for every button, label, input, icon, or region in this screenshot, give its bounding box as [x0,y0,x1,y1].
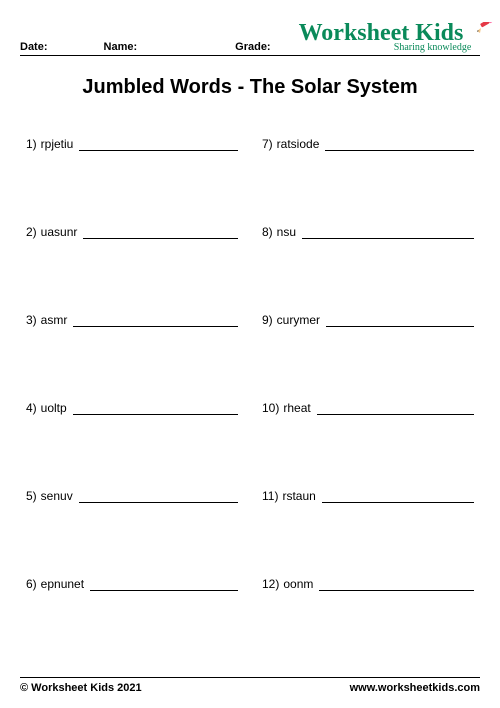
jumbled-word: rpjetiu [41,137,74,151]
jumbled-word: ratsiode [277,137,320,151]
item-number: 5) [26,489,37,503]
name-field: Name: [104,40,228,53]
copyright: © Worksheet Kids 2021 [20,682,142,694]
answer-line[interactable] [326,315,474,327]
list-item: 1) rpjetiu [26,117,238,205]
jumbled-word: uasunr [41,225,78,239]
jumbled-word: oonm [283,577,313,591]
list-item: 9) curymer [262,293,474,381]
date-label: Date: [20,41,48,53]
answer-line[interactable] [325,139,474,151]
item-number: 8) [262,225,273,239]
item-number: 3) [26,313,37,327]
grade-blank[interactable] [271,40,291,50]
answer-line[interactable] [322,491,474,503]
list-item: 10) rheat [262,381,474,469]
item-number: 10) [262,401,279,415]
jumbled-word: epnunet [41,577,84,591]
list-item: 3) asmr [26,293,238,381]
jumbled-word: nsu [277,225,296,239]
answer-line[interactable] [302,227,474,239]
date-field: Date: [20,40,96,53]
list-item: 6) epnunet [26,557,238,645]
item-number: 4) [26,401,37,415]
item-number: 7) [262,137,273,151]
item-number: 1) [26,137,37,151]
item-number: 2) [26,225,37,239]
column-right: 7) ratsiode 8) nsu 9) curymer 10) rheat … [262,117,474,645]
list-item: 11) rstaun [262,469,474,557]
jumbled-word: rstaun [282,489,315,503]
jumbled-word: senuv [41,489,73,503]
item-number: 12) [262,577,279,591]
logo: Worksheet Kids Sharing knowledge [299,21,494,53]
jumbled-word: curymer [277,313,320,327]
item-number: 6) [26,577,37,591]
list-item: 2) uasunr [26,205,238,293]
answer-line[interactable] [73,315,238,327]
worksheet-grid: 1) rpjetiu 2) uasunr 3) asmr 4) uoltp 5)… [20,117,480,645]
jumbled-word: asmr [41,313,68,327]
list-item: 4) uoltp [26,381,238,469]
answer-line[interactable] [79,139,238,151]
name-label: Name: [104,41,138,53]
page-title: Jumbled Words - The Solar System [20,76,480,99]
item-number: 11) [262,489,278,503]
answer-line[interactable] [83,227,238,239]
list-item: 7) ratsiode [262,117,474,205]
pencil-icon [473,21,493,45]
list-item: 5) senuv [26,469,238,557]
footer: © Worksheet Kids 2021 www.worksheetkids.… [20,677,480,694]
answer-line[interactable] [79,491,238,503]
answer-line[interactable] [317,403,474,415]
item-number: 9) [262,313,273,327]
footer-url: www.worksheetkids.com [350,682,480,694]
name-blank[interactable] [137,40,227,50]
grade-label: Grade: [235,41,270,53]
list-item: 8) nsu [262,205,474,293]
column-left: 1) rpjetiu 2) uasunr 3) asmr 4) uoltp 5)… [26,117,238,645]
answer-line[interactable] [319,579,474,591]
answer-line[interactable] [90,579,238,591]
jumbled-word: rheat [283,401,310,415]
answer-line[interactable] [73,403,238,415]
list-item: 12) oonm [262,557,474,645]
jumbled-word: uoltp [41,401,67,415]
grade-field: Grade: [235,40,290,53]
date-blank[interactable] [48,40,96,50]
header-bar: Date: Name: Grade: Worksheet Kids Sharin… [20,40,480,56]
